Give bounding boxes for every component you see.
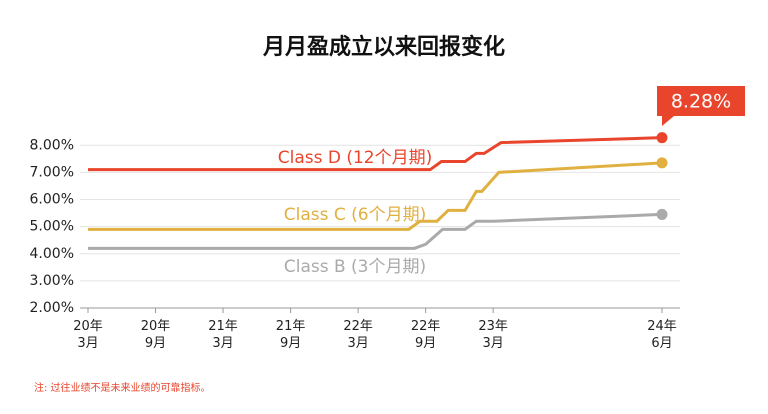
value-label-pointer: [662, 116, 674, 126]
y-tick-label: 5.00%: [30, 219, 74, 235]
y-tick-label: 6.00%: [30, 192, 74, 208]
series-line: [88, 212, 663, 250]
series-label: Class B (3个月期): [284, 257, 426, 277]
series-line: [88, 161, 663, 231]
y-tick-label: 4.00%: [30, 246, 74, 262]
y-tick-label: 2.00%: [30, 300, 74, 316]
x-tick-label: 24年 6月: [647, 319, 677, 351]
x-tick-label: 22年 9月: [410, 319, 441, 351]
y-tick-label: 3.00%: [30, 273, 74, 289]
series-label: Class C (6个月期): [284, 205, 426, 225]
series-label: Class D (12个月期): [278, 148, 433, 168]
y-tick-label: 8.00%: [30, 137, 74, 153]
x-tick-label: 22年 3月: [343, 319, 373, 351]
x-tick-label: 21年 3月: [208, 319, 238, 351]
footnote: 注: 过往业绩不是未来业绩的可靠指标。: [34, 381, 211, 394]
x-tick-label: 23年 3月: [478, 319, 508, 351]
series-line: [88, 136, 663, 172]
y-tick-label: 7.00%: [30, 164, 74, 180]
end-dot: [656, 132, 668, 144]
end-dot: [656, 208, 668, 220]
x-tick-label: 20年 9月: [140, 319, 171, 351]
x-tick-label: 20年 3月: [73, 319, 103, 351]
x-tick-label: 21年 9月: [275, 319, 306, 351]
end-dot: [656, 157, 668, 169]
value-label-box: [657, 86, 745, 116]
value-label: 8.28%: [671, 91, 731, 113]
chart-title: 月月盈成立以来回报变化: [262, 34, 505, 60]
